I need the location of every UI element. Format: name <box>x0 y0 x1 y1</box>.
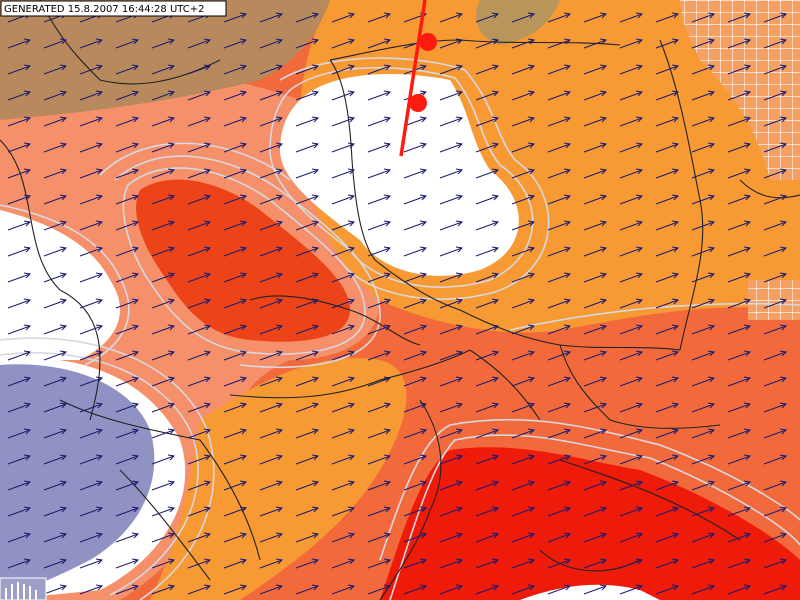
legend-icon <box>0 577 47 600</box>
stamp-box <box>0 0 227 17</box>
front-line <box>399 0 437 157</box>
generated-stamp: GENERATED 15.8.2007 16:44:28 UTC+2 <box>4 4 205 15</box>
